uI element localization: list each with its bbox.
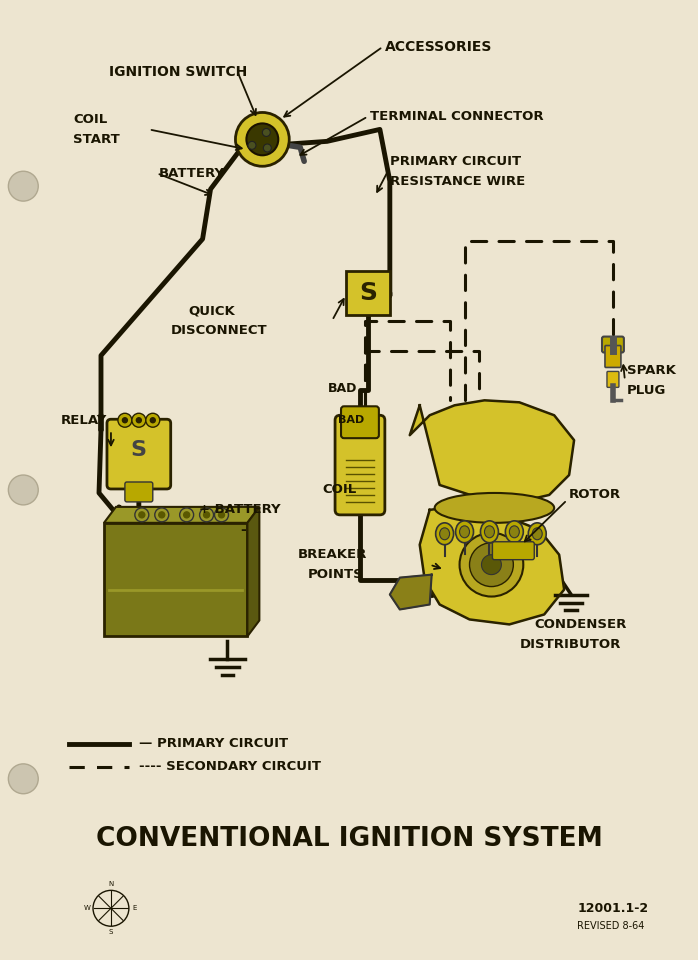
Text: POINTS: POINTS <box>308 568 364 581</box>
Text: S: S <box>131 440 147 460</box>
FancyBboxPatch shape <box>125 482 153 502</box>
Text: N: N <box>108 881 114 887</box>
Text: BAD: BAD <box>328 382 357 395</box>
Ellipse shape <box>533 528 542 540</box>
Text: 12001.1-2: 12001.1-2 <box>577 901 648 915</box>
Ellipse shape <box>435 492 554 523</box>
Circle shape <box>248 141 256 150</box>
Text: CONDENSER: CONDENSER <box>534 618 627 631</box>
Polygon shape <box>410 400 574 502</box>
FancyBboxPatch shape <box>335 416 385 515</box>
Text: BREAKER: BREAKER <box>298 548 368 562</box>
Polygon shape <box>104 507 260 523</box>
Ellipse shape <box>528 523 547 544</box>
Text: W: W <box>84 905 91 911</box>
Text: PRIMARY CIRCUIT: PRIMARY CIRCUIT <box>390 155 521 168</box>
Circle shape <box>118 413 132 427</box>
Circle shape <box>8 764 38 794</box>
Circle shape <box>179 508 193 522</box>
Circle shape <box>139 512 144 517</box>
Circle shape <box>214 508 228 522</box>
Text: ---- SECONDARY CIRCUIT: ---- SECONDARY CIRCUIT <box>139 760 321 774</box>
Text: + BATTERY: + BATTERY <box>199 503 280 516</box>
Circle shape <box>8 475 38 505</box>
Circle shape <box>262 129 270 136</box>
Text: BAD: BAD <box>338 416 364 425</box>
FancyBboxPatch shape <box>607 372 619 388</box>
Circle shape <box>246 124 279 156</box>
Ellipse shape <box>436 523 454 544</box>
Text: S: S <box>359 280 377 304</box>
Ellipse shape <box>456 521 473 542</box>
Text: -: - <box>240 523 246 537</box>
Text: SPARK: SPARK <box>627 364 676 377</box>
Text: PLUG: PLUG <box>627 384 667 396</box>
Text: IGNITION SWITCH: IGNITION SWITCH <box>109 64 247 79</box>
Circle shape <box>158 512 165 517</box>
Circle shape <box>155 508 169 522</box>
Polygon shape <box>390 575 431 610</box>
Circle shape <box>482 555 501 575</box>
Circle shape <box>470 542 513 587</box>
Text: REVISED 8-64: REVISED 8-64 <box>577 922 644 931</box>
FancyBboxPatch shape <box>602 337 624 352</box>
Circle shape <box>135 508 149 522</box>
Ellipse shape <box>484 526 494 538</box>
Polygon shape <box>104 523 247 636</box>
Text: RELAY: RELAY <box>61 414 107 427</box>
Circle shape <box>204 512 209 517</box>
Ellipse shape <box>510 526 519 538</box>
Ellipse shape <box>440 528 450 540</box>
Circle shape <box>146 413 160 427</box>
Text: COIL: COIL <box>322 484 357 496</box>
Text: DISTRIBUTOR: DISTRIBUTOR <box>519 637 621 651</box>
Circle shape <box>200 508 214 522</box>
Circle shape <box>218 512 225 517</box>
FancyBboxPatch shape <box>492 541 534 560</box>
Text: RESISTANCE WIRE: RESISTANCE WIRE <box>390 175 525 188</box>
Text: QUICK: QUICK <box>188 304 235 317</box>
Ellipse shape <box>459 526 470 538</box>
Text: DISCONNECT: DISCONNECT <box>171 324 267 337</box>
Circle shape <box>136 418 141 422</box>
FancyBboxPatch shape <box>341 406 379 438</box>
Polygon shape <box>247 507 260 636</box>
FancyBboxPatch shape <box>107 420 171 489</box>
Circle shape <box>459 533 524 596</box>
Text: ACCESSORIES: ACCESSORIES <box>385 39 492 54</box>
Text: COIL: COIL <box>73 113 107 126</box>
Text: TERMINAL CONNECTOR: TERMINAL CONNECTOR <box>370 110 544 123</box>
Text: BATTERY: BATTERY <box>158 167 225 180</box>
Circle shape <box>263 144 272 152</box>
Circle shape <box>150 418 155 422</box>
Circle shape <box>184 512 190 517</box>
Text: — PRIMARY CIRCUIT: — PRIMARY CIRCUIT <box>139 737 288 751</box>
Ellipse shape <box>505 521 524 542</box>
Circle shape <box>235 112 289 166</box>
Text: S: S <box>109 929 113 935</box>
Circle shape <box>132 413 146 427</box>
Polygon shape <box>419 508 564 624</box>
Text: START: START <box>73 132 120 146</box>
FancyBboxPatch shape <box>605 346 621 368</box>
Text: CONVENTIONAL IGNITION SYSTEM: CONVENTIONAL IGNITION SYSTEM <box>96 826 602 852</box>
Circle shape <box>122 418 128 422</box>
Ellipse shape <box>480 521 498 542</box>
Text: E: E <box>133 905 137 911</box>
FancyBboxPatch shape <box>346 271 390 315</box>
Circle shape <box>8 171 38 201</box>
Text: ROTOR: ROTOR <box>569 489 621 501</box>
